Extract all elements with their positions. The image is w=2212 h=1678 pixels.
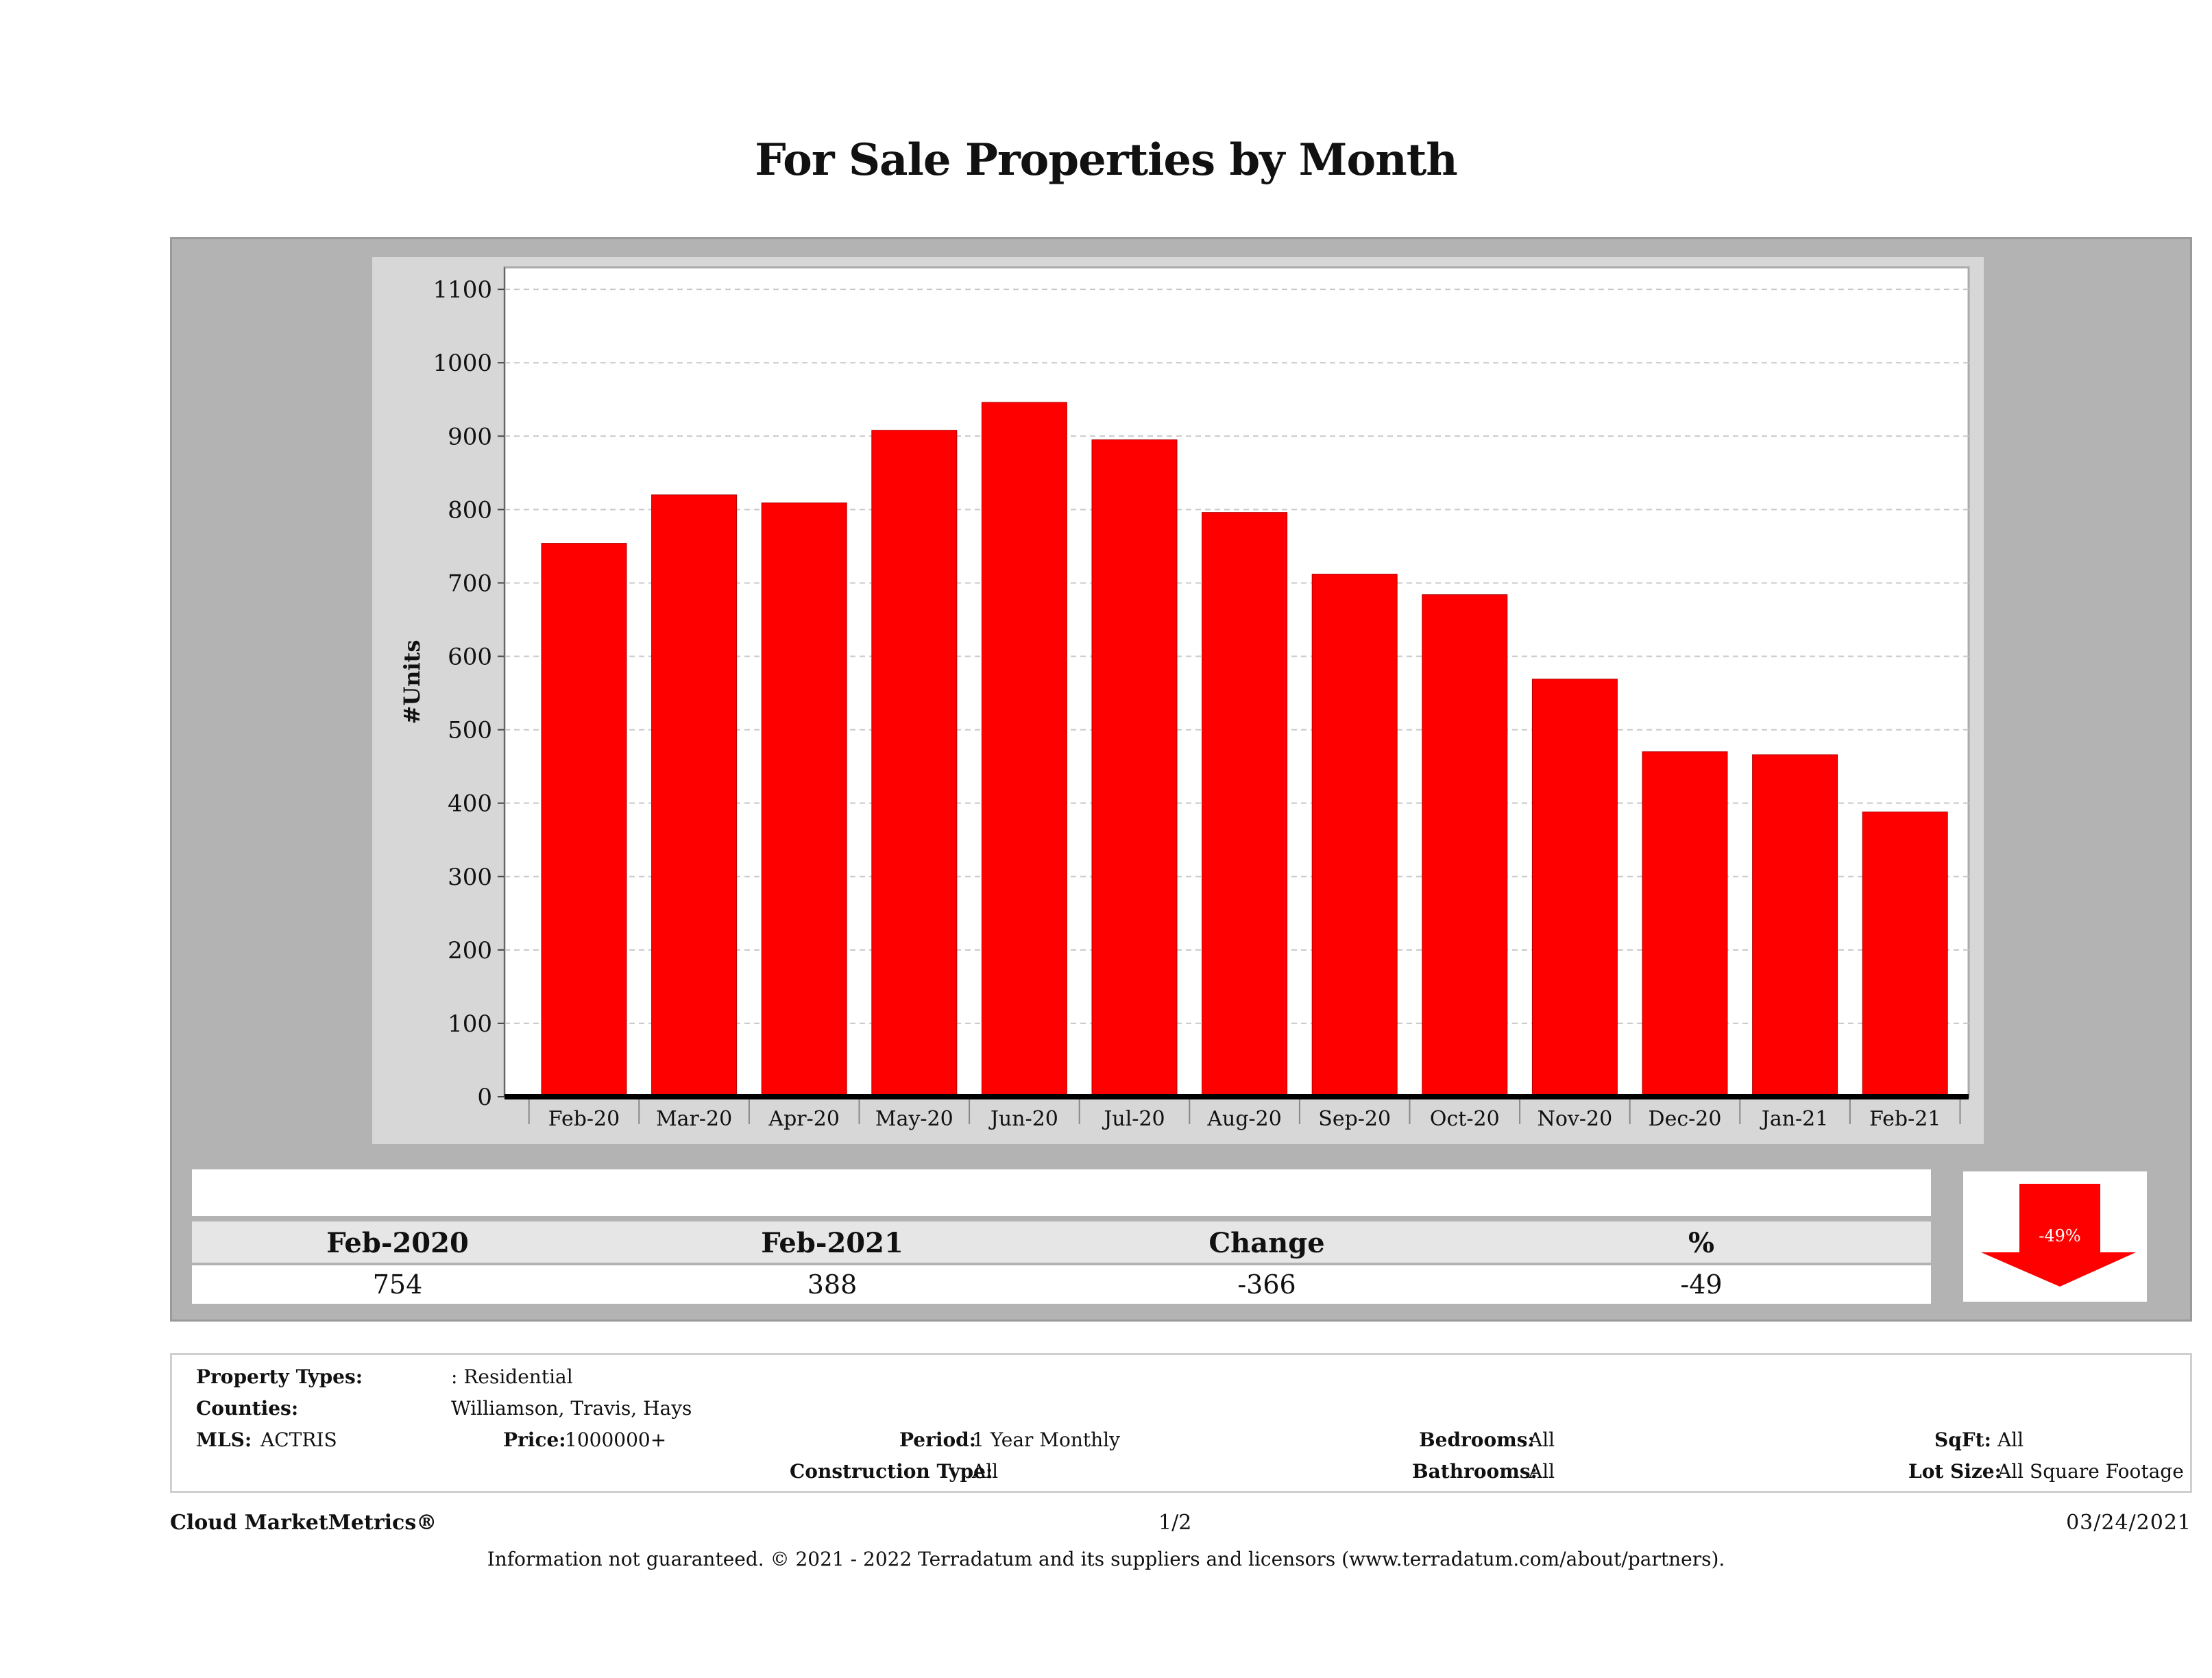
y-tick-label: 200 [448,937,492,964]
y-tick-label: 1100 [433,276,492,304]
header-end-period: Feb-2021 [761,1227,903,1259]
price-label: Price: [503,1428,566,1451]
bar [1752,754,1838,1097]
bar [981,402,1067,1097]
period: Period: [899,1428,976,1451]
bar [1202,512,1288,1097]
header-percent: % [1688,1227,1714,1259]
page-title: For Sale Properties by Month [755,134,1458,186]
bar-chart: 0 100 200 300 400 500 600 700 800 900 1000 1100 #Uni… [399,266,1970,1131]
mls-label: MLS: [196,1428,252,1451]
footer-brand: Cloud MarketMetrics® [170,1511,437,1535]
summary-values-row: 754 388 -366 -49 [192,1265,1931,1304]
x-tick-label: Oct-20 [1430,1107,1500,1131]
mls-value: ACTRIS [260,1428,337,1451]
x-tick-label: Aug-20 [1206,1107,1282,1131]
bar [1422,594,1508,1097]
header-change: Change [1208,1227,1325,1259]
x-tick-label: Jan-21 [1760,1107,1829,1131]
sqft-label: SqFt: [1934,1428,1991,1451]
bar [1642,751,1728,1097]
x-tick-label: Sep-20 [1318,1107,1391,1131]
x-tick-label: Dec-20 [1649,1107,1722,1131]
counties: Counties: [196,1397,298,1420]
arrow-percent-label: -49% [2039,1226,2080,1245]
bedrooms: Bedrooms: [1419,1428,1535,1451]
sqft: SqFt: [1934,1428,1991,1451]
lotsize-value: All Square Footage [1997,1460,2184,1483]
bedrooms-label: Bedrooms: [1419,1428,1535,1451]
counties-label: Counties: [196,1397,299,1420]
x-tick-label: Jul-20 [1102,1107,1165,1131]
property-types-value: : Residential [451,1365,573,1388]
summary-blank-row [192,1169,1931,1216]
y-tick-label: 1000 [433,350,492,377]
bathrooms: Bathrooms: [1412,1460,1538,1483]
x-tick-label: Nov-20 [1538,1107,1613,1131]
bedrooms-value: All [1529,1428,1555,1451]
price: Price: [503,1428,566,1451]
property-types: Property Types: [196,1365,363,1388]
period-label: Period: [899,1428,977,1451]
y-tick-label: 400 [448,790,492,818]
y-tick-label: 700 [448,570,492,597]
footer-page-number: 1/2 [1158,1511,1192,1535]
bathrooms-label: Bathrooms: [1412,1460,1538,1483]
value-percent: -49 [1680,1269,1723,1300]
period-value: 1 Year Monthly [972,1428,1120,1451]
value-start-period: 754 [372,1269,423,1300]
bar [871,430,958,1097]
y-tick-label: 0 [477,1084,492,1111]
counties-value: Williamson, Travis, Hays [451,1397,692,1420]
bar [1091,439,1178,1097]
header-start-period: Feb-2020 [326,1227,469,1259]
bathrooms-value: All [1529,1460,1555,1483]
change-indicator: -49% [1963,1171,2147,1302]
x-tick-label: Apr-20 [768,1107,840,1131]
bar [761,502,847,1097]
x-tick-label: Feb-21 [1869,1107,1941,1131]
bar [1311,574,1398,1097]
criteria-panel [170,1353,2192,1493]
bar [541,543,627,1097]
y-tick-label: 100 [448,1010,492,1038]
mls: MLS: [196,1428,252,1451]
footer-disclaimer: Information not guaranteed. © 2021 - 202… [487,1548,1725,1570]
x-tick-label: May-20 [875,1107,953,1131]
construction-type: Construction Type: [790,1460,993,1483]
construction-value: All [972,1460,999,1483]
bar [651,494,738,1097]
x-tick-label: Mar-20 [656,1107,732,1131]
lot-size: Lot Size: [1908,1460,2002,1483]
value-end-period: 388 [807,1269,858,1300]
value-change: -366 [1237,1269,1296,1300]
summary-header-row: Feb-2020 Feb-2021 Change % [192,1221,1931,1263]
y-tick-label: 900 [448,423,492,450]
price-value: 1000000+ [565,1428,667,1451]
x-tick-label: Feb-20 [548,1107,620,1131]
lotsize-label: Lot Size: [1908,1460,2002,1483]
sqft-value: All [1997,1428,2024,1451]
y-tick-label: 800 [448,496,492,524]
footer-date: 03/24/2021 [2066,1511,2191,1535]
y-tick-label: 300 [448,864,492,891]
y-tick-label: 500 [448,717,492,744]
property-types-label: Property Types: [196,1365,363,1388]
bar [1531,679,1618,1097]
bar [1862,812,1948,1097]
y-axis-label: #Units [399,640,425,725]
y-tick-label: 600 [448,644,492,671]
construction-label: Construction Type: [790,1460,993,1483]
x-tick-label: Jun-20 [988,1107,1058,1131]
down-arrow-icon: -49% [1981,1184,2136,1287]
summary-table: Feb-2020 Feb-2021 Change % 754 388 -366 … [192,1169,1931,1304]
